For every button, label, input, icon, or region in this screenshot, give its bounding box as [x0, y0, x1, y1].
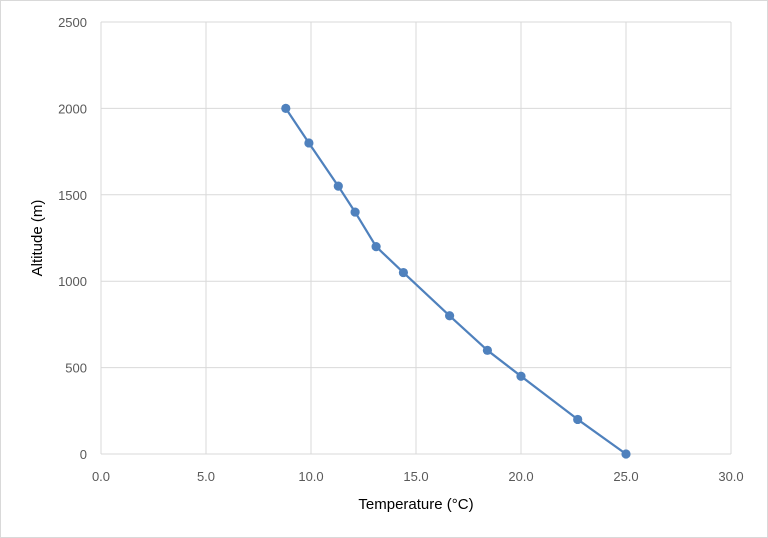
y-tick-label: 1500 — [58, 188, 87, 203]
y-tick-label: 0 — [80, 447, 87, 462]
x-tick-label: 25.0 — [613, 469, 638, 484]
x-axis-title: Temperature (°C) — [358, 496, 473, 513]
tick-labels: 0.0 5.0 10.0 15.0 20.0 25.0 30.0 0 500 1000 1500 20… — [58, 15, 744, 484]
data-point — [333, 181, 343, 191]
data-point — [445, 311, 455, 321]
data-point — [621, 449, 631, 459]
y-tick-label: 2000 — [58, 101, 87, 116]
data-point — [482, 345, 492, 355]
data-point — [516, 371, 526, 381]
plot-series — [281, 103, 631, 459]
gridlines — [100, 21, 732, 455]
x-tick-label: 30.0 — [718, 469, 743, 484]
data-point — [281, 103, 291, 113]
y-axis-title: Altitude (m) — [29, 200, 46, 277]
data-point — [371, 242, 381, 252]
data-point — [350, 207, 360, 217]
x-tick-label: 5.0 — [197, 469, 215, 484]
y-tick-label: 2500 — [58, 15, 87, 30]
x-tick-label: 0.0 — [92, 469, 110, 484]
data-point — [304, 138, 314, 148]
y-tick-label: 1000 — [58, 274, 87, 289]
x-tick-label: 10.0 — [298, 469, 323, 484]
y-tick-label: 500 — [65, 361, 87, 376]
data-point — [573, 414, 583, 425]
x-tick-label: 20.0 — [508, 469, 533, 484]
x-tick-label: 15.0 — [403, 469, 428, 484]
data-point — [398, 267, 408, 278]
